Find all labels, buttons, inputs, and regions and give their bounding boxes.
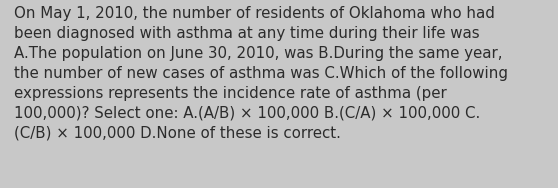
- Text: On May 1, 2010, the number of residents of Oklahoma who had
been diagnosed with : On May 1, 2010, the number of residents …: [14, 6, 508, 141]
